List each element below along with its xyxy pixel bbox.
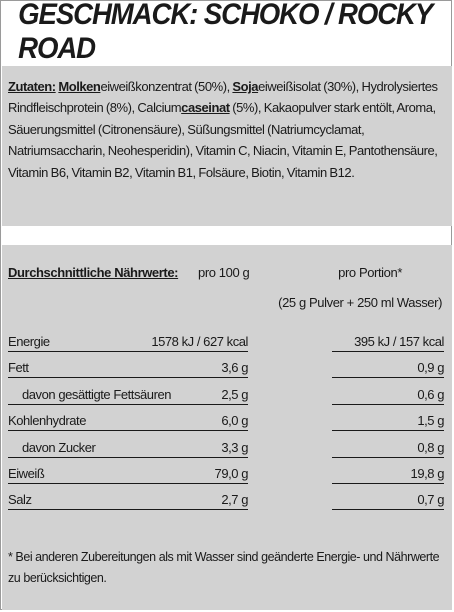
portion-value: 0,9 g xyxy=(332,360,444,379)
ingredient-part: eiweißkonzentrat (50%), xyxy=(100,79,233,94)
portion-value: 0,6 g xyxy=(332,387,444,405)
nutrition-row-gesaettigte-fettsaeuren: davon gesättigte Fettsäuren 2,5 g 0,6 g xyxy=(8,384,444,410)
portion-value: 395 kJ / 157 kcal xyxy=(332,334,444,352)
per100-value: 3,6 g xyxy=(221,360,248,376)
portion-value: 19,8 g xyxy=(332,466,444,484)
ingredient-part: (5%), Kakaopulver stark entölt, Aroma, S… xyxy=(8,100,438,180)
ingredients-text: Zutaten: Molkeneiweißkonzentrat (50%), S… xyxy=(8,76,444,183)
per100-header: pro 100 g xyxy=(198,265,250,280)
nutrition-row-kohlenhydrate: Kohlenhydrate 6,0 g 1,5 g xyxy=(8,410,444,436)
nutrient-label: Energie xyxy=(8,334,248,352)
flavor-title: GESCHMACK: SCHOKO / ROCKY ROAD xyxy=(18,0,433,65)
nutrition-row-salz: Salz 2,7 g 0,7 g xyxy=(8,489,444,515)
nutrition-row-fett: Fett 3,6 g 0,9 g xyxy=(8,357,444,383)
nutrition-panel: Durchschnittliche Nährwerte: pro 100 g p… xyxy=(2,245,452,610)
portion-subheader: (25 g Pulver + 250 ml Wasser) xyxy=(278,295,442,310)
ingredient-part: caseinat xyxy=(181,100,230,116)
portion-value: 1,5 g xyxy=(332,413,444,432)
nutrient-label: davon Zucker xyxy=(8,440,248,458)
nutrition-row-energie: Energie 1578 kJ / 627 kcal 395 kJ / 157 … xyxy=(8,331,444,357)
per100-value: 2,5 g xyxy=(221,386,248,402)
nutrition-table: Energie 1578 kJ / 627 kcal 395 kJ / 157 … xyxy=(8,331,444,516)
ingredient-part: Soja xyxy=(232,79,259,94)
portion-value: 0,8 g xyxy=(332,440,444,458)
nutrient-label: Eiweiß xyxy=(8,466,248,484)
nutrition-row-eiweiss: Eiweiß 79,0 g 19,8 g xyxy=(8,463,444,489)
nutrition-row-zucker: davon Zucker 3,3 g 0,8 g xyxy=(8,437,444,463)
footnote: * Bei anderen Zubereitungen als mit Wass… xyxy=(8,550,440,585)
portion-value: 0,7 g xyxy=(332,492,444,511)
nutrition-header-label: Durchschnittliche Nährwerte: xyxy=(8,265,179,280)
nutrient-label: Kohlenhydrate xyxy=(8,413,248,432)
per100-value: 3,3 g xyxy=(221,439,248,455)
per100-value: 79,0 g xyxy=(214,465,249,481)
ingredient-part: Molken xyxy=(58,79,101,94)
nutrient-label: Fett xyxy=(8,360,248,379)
per100-value: 2,7 g xyxy=(221,492,248,508)
portion-header: pro Portion* xyxy=(338,265,402,280)
ingredients-panel: Zutaten: Molkeneiweißkonzentrat (50%), S… xyxy=(2,66,452,226)
ingredients-label: Zutaten: xyxy=(8,79,56,94)
nutrient-label: Salz xyxy=(8,492,248,511)
per100-value: 1578 kJ / 627 kcal xyxy=(151,334,248,349)
nutrition-header: Durchschnittliche Nährwerte: pro 100 g p… xyxy=(8,265,444,289)
per100-value: 6,0 g xyxy=(221,413,248,429)
nutrient-label: davon gesättigte Fettsäuren xyxy=(8,387,248,405)
ingredient-part: eiweißisolat (30%), Hydrolysiertes Rindf… xyxy=(8,79,438,116)
